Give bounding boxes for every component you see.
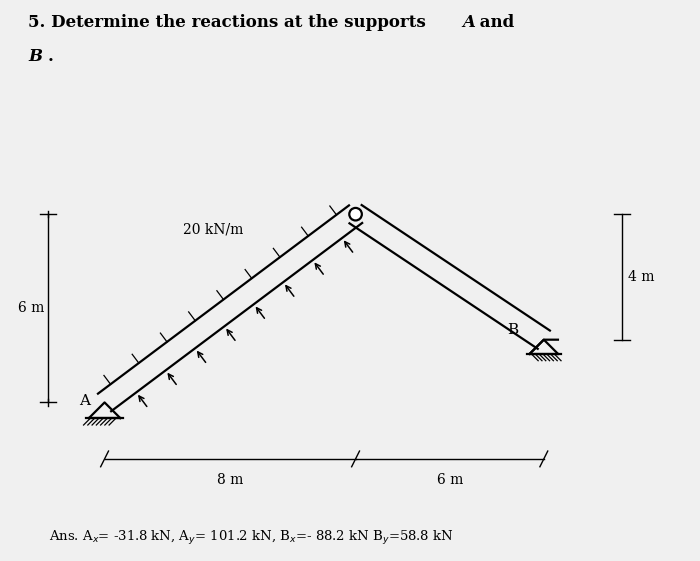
Text: 20 kN/m: 20 kN/m: [183, 223, 244, 237]
Text: A: A: [78, 394, 90, 408]
Text: Ans. A$_x$= -31.8 kN, A$_y$= 101.2 kN, B$_x$=- 88.2 kN B$_y$=58.8 kN: Ans. A$_x$= -31.8 kN, A$_y$= 101.2 kN, B…: [49, 529, 454, 547]
Text: A: A: [462, 14, 475, 31]
Text: .: .: [48, 48, 53, 65]
Text: B: B: [28, 48, 42, 65]
Text: and: and: [474, 14, 514, 31]
Text: 6 m: 6 m: [18, 301, 44, 315]
Text: 8 m: 8 m: [217, 473, 244, 487]
Text: 5. Determine the reactions at the supports: 5. Determine the reactions at the suppor…: [28, 14, 431, 31]
Text: 6 m: 6 m: [437, 473, 463, 487]
Text: B: B: [507, 323, 518, 337]
Text: 4 m: 4 m: [628, 270, 654, 284]
Circle shape: [349, 208, 362, 220]
